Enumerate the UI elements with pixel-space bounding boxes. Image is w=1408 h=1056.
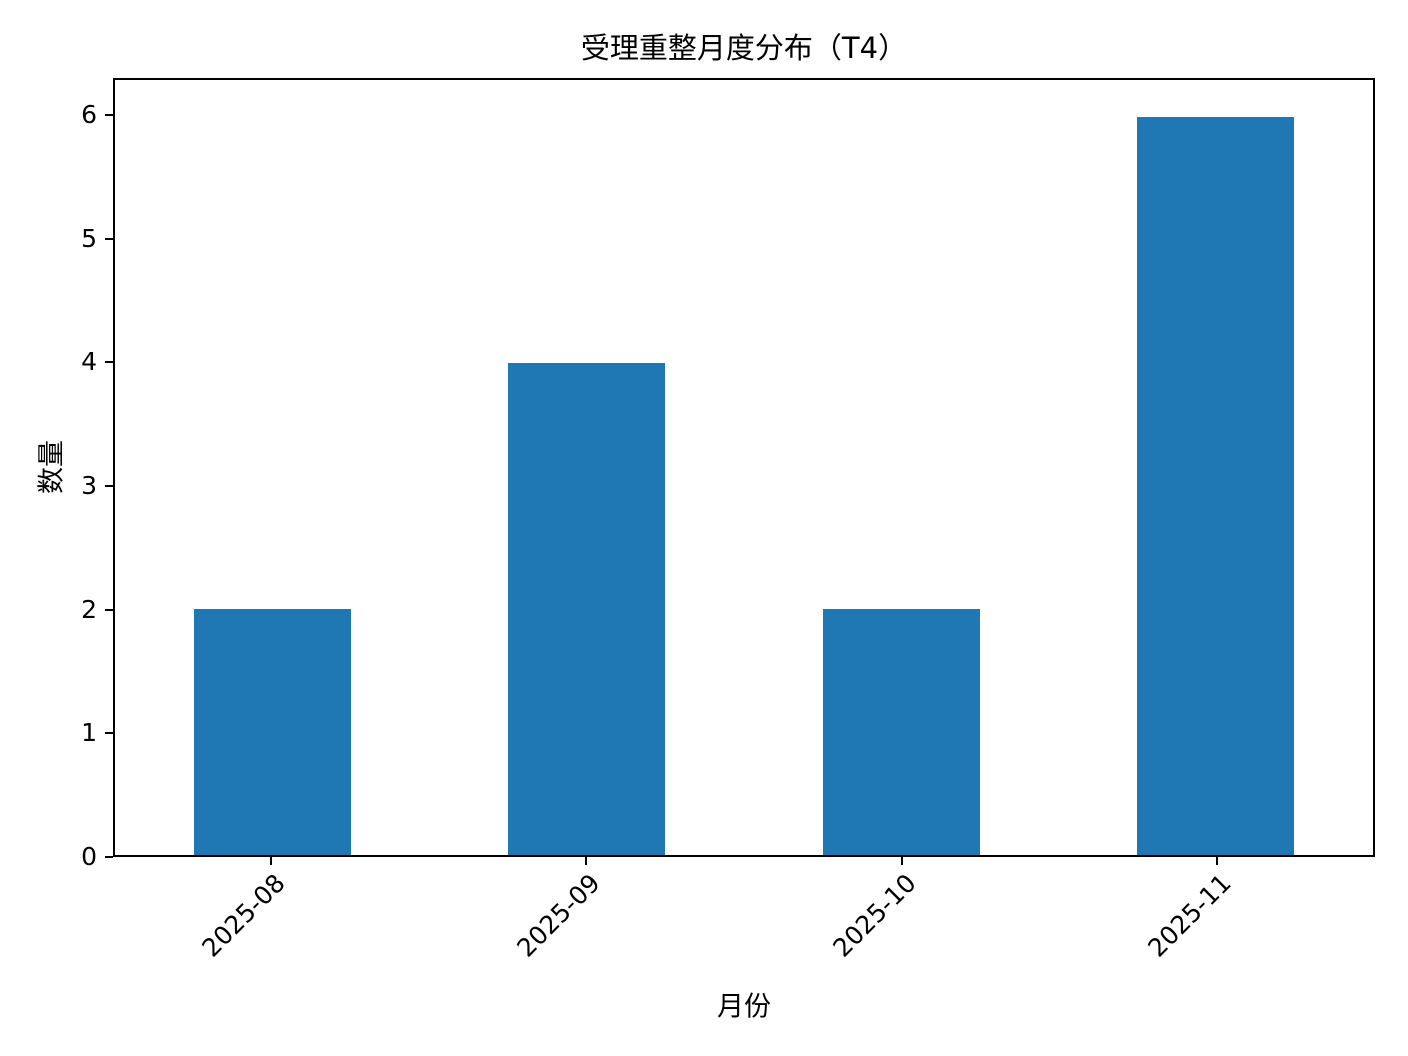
chart-title: 受理重整月度分布（T4）: [580, 31, 908, 65]
bar-2025-11: [1137, 116, 1295, 855]
y-tick-label-4: 4: [81, 347, 97, 377]
y-tick-mark-0: [105, 856, 113, 858]
y-tick-label-5: 5: [81, 223, 97, 253]
bar-2025-10: [822, 608, 980, 855]
y-tick-mark-1: [105, 732, 113, 735]
x-tick-label-2025-08: 2025-08: [196, 868, 291, 963]
x-tick-mark-2025-09: [585, 857, 588, 865]
y-tick-mark-4: [105, 361, 113, 364]
y-tick-mark-3: [105, 485, 113, 488]
x-tick-label-2025-11: 2025-11: [1142, 868, 1238, 963]
x-tick-mark-2025-10: [900, 857, 903, 865]
x-axis-label: 月份: [717, 991, 771, 1023]
bar-2025-09: [508, 362, 666, 855]
y-tick-label-1: 1: [81, 718, 97, 748]
y-tick-mark-5: [105, 237, 113, 240]
bar-2025-08: [193, 608, 351, 855]
y-tick-label-2: 2: [81, 594, 97, 624]
x-tick-label-2025-10: 2025-10: [827, 868, 922, 963]
x-tick-mark-2025-11: [1216, 857, 1219, 865]
plot-area: [113, 78, 1375, 857]
x-tick-mark-2025-08: [269, 857, 272, 865]
y-tick-mark-6: [105, 114, 113, 117]
y-tick-label-0: 0: [81, 842, 97, 871]
y-tick-mark-2: [105, 608, 113, 611]
y-tick-label-3: 3: [81, 471, 97, 501]
y-tick-label-6: 6: [81, 100, 97, 130]
x-tick-label-2025-09: 2025-09: [511, 868, 607, 963]
